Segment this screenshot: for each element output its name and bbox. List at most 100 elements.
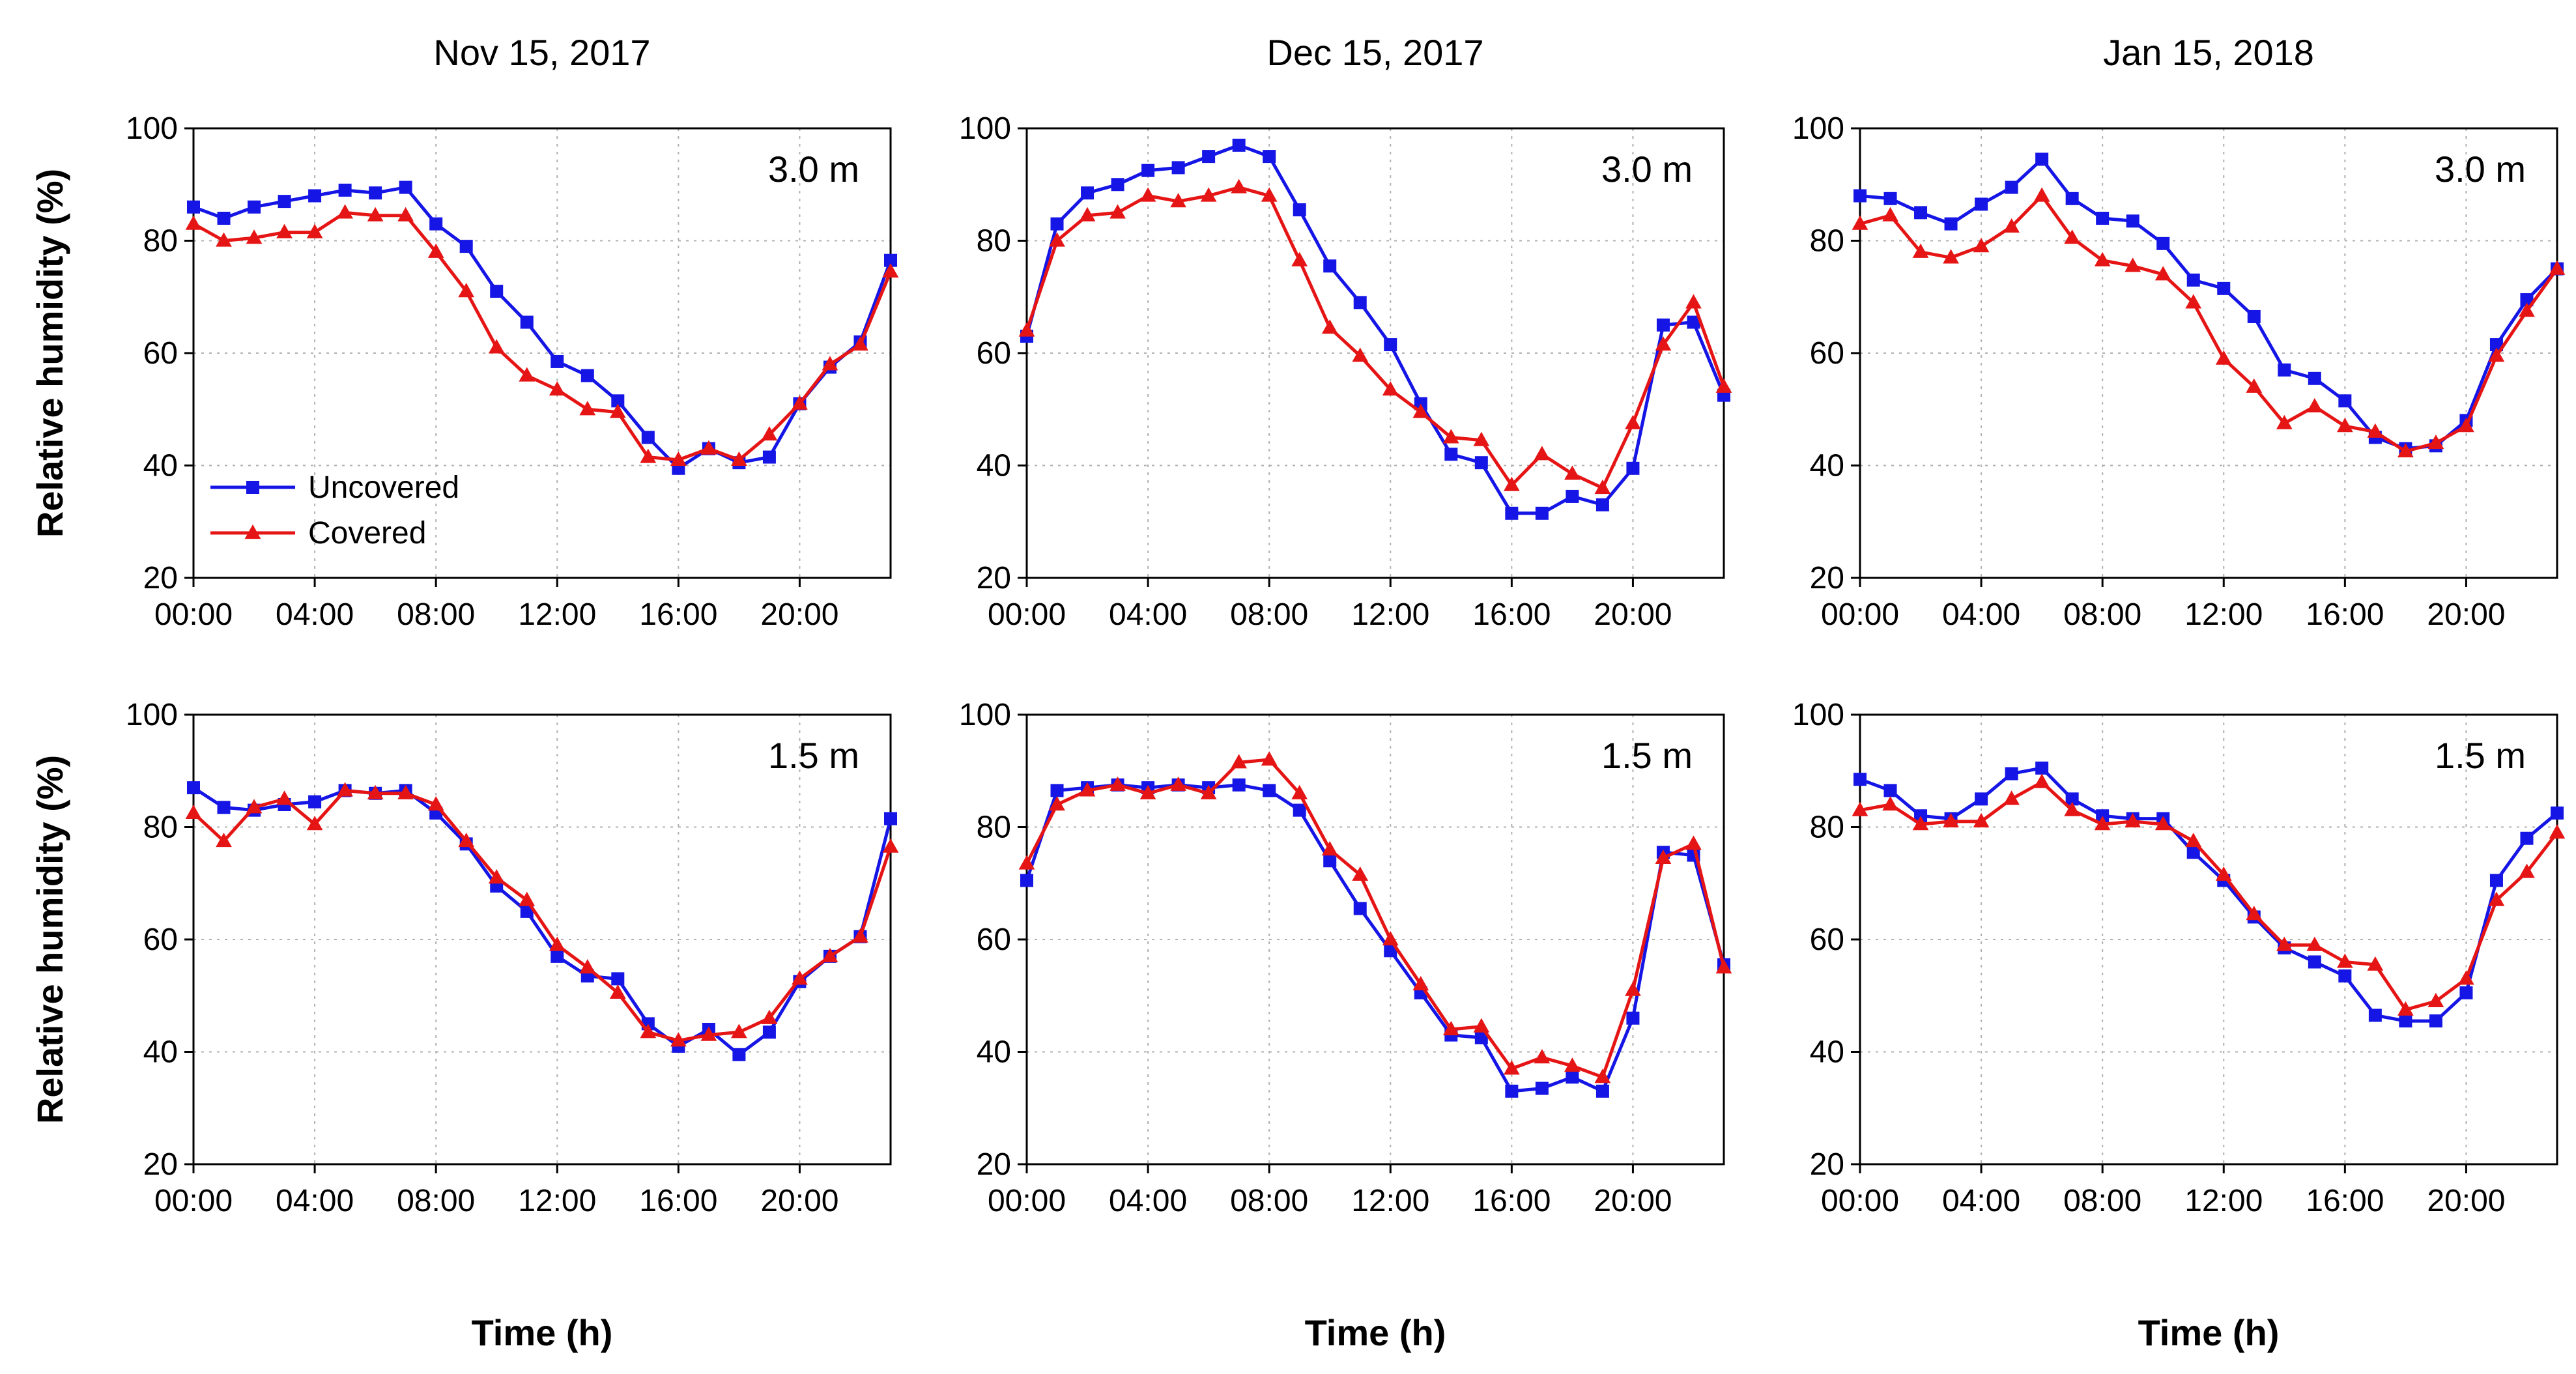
covered-point [1018,322,1035,337]
covered-point [1231,754,1248,769]
covered-point [1534,1049,1551,1064]
uncovered-point [884,812,897,825]
covered-point [1321,841,1338,856]
covered-point [1503,1060,1520,1075]
uncovered-point [1596,1084,1609,1098]
covered-point [761,426,778,441]
covered-point [1655,336,1672,351]
uncovered-point [2065,192,2079,205]
x-tick-label: 04:00 [1942,597,2020,632]
uncovered-point [278,195,291,208]
uncovered-point [459,240,473,253]
x-tick-label: 08:00 [1230,1184,1308,1218]
uncovered-point [2278,363,2291,377]
covered-point [1321,319,1338,334]
covered-point [2003,218,2020,233]
uncovered-point [1566,489,1579,503]
y-tick-label: 20 [977,1147,1011,1182]
uncovered-point [187,200,200,214]
covered-point [216,833,232,848]
covered-point [1655,849,1672,865]
uncovered-line [1025,143,1726,515]
x-tick-label: 00:00 [988,1184,1066,1218]
y-tick-label: 40 [1810,1035,1844,1070]
x-tick-label: 20:00 [760,597,838,632]
covered-point [1412,403,1429,418]
covered-point [2003,790,2020,805]
y-tick-label: 60 [143,336,178,371]
covered-point [2154,816,2171,831]
x-tick-label: 00:00 [154,1184,233,1218]
covered-point [2549,260,2566,275]
uncovered-point [762,1025,776,1039]
uncovered-point [2035,761,2049,775]
x-tick-label: 16:00 [1472,597,1551,632]
uncovered-point [551,949,564,963]
uncovered-point [369,186,382,200]
uncovered-point [2186,273,2200,287]
uncovered-point [1535,1081,1549,1095]
uncovered-point [1323,259,1337,273]
x-tick-label: 12:00 [1351,1184,1429,1218]
y-tick-label: 60 [1810,336,1844,371]
covered-line [1859,194,2559,453]
uncovered-point [2429,1014,2442,1028]
x-tick-label: 16:00 [2306,597,2384,632]
covered-point [822,356,838,371]
covered-line [1025,758,1726,1079]
uncovered-point [2520,831,2534,845]
legend: Uncovered Covered [210,470,459,551]
covered-point [276,223,293,238]
x-tick-label: 00:00 [1821,1184,1899,1218]
y-tick-label: 20 [1810,561,1844,595]
covered-point [1200,784,1217,799]
covered-point [700,440,717,455]
y-tick-label: 40 [143,449,178,483]
x-tick-label: 12:00 [1351,597,1429,632]
x-tick-label: 12:00 [2184,597,2263,632]
y-tick-label: 40 [977,449,1011,483]
uncovered-point [1626,1011,1640,1025]
covered-point [2397,442,2414,458]
uncovered-point [248,200,261,214]
plot-frame [192,127,892,579]
x-tick-label: 12:00 [518,597,596,632]
covered-point [1049,796,1065,811]
uncovered-point [1111,178,1124,192]
covered-point [2306,397,2323,413]
uncovered-point [1975,792,1988,806]
covered-point [1852,801,1868,816]
covered-point [700,1026,717,1041]
y-tick-label: 100 [959,111,1011,146]
uncovered-point [1263,150,1276,164]
legend-uncovered-label: Uncovered [308,470,459,505]
uncovered-point [1975,197,1988,211]
uncovered-point [551,354,564,368]
uncovered-point [2156,236,2170,250]
uncovered-point [2308,371,2321,385]
covered-point [1852,215,1868,230]
height-label: 3.0 m [768,149,859,190]
x-tick-label: 20:00 [1594,1184,1672,1218]
covered-point [519,367,536,382]
uncovered-point [1202,150,1216,164]
covered-point [549,381,565,396]
covered-point [609,403,626,418]
uncovered-point [308,189,322,203]
x-tick-label: 08:00 [2063,597,2141,632]
covered-point [216,232,232,247]
uncovered-point [1323,854,1337,868]
x-tick-label: 04:00 [1109,597,1187,632]
covered-point [670,1032,687,1047]
uncovered-point [1171,161,1185,175]
covered-point [2488,347,2505,362]
x-tick-label: 00:00 [1821,597,1899,632]
covered-point [852,336,868,351]
uncovered-point [611,972,625,986]
covered-line [1859,780,2558,1012]
y-tick-label: 40 [977,1035,1011,1070]
covered-point [1685,294,1702,309]
covered-point [1882,207,1898,222]
covered-point [2064,229,2081,244]
